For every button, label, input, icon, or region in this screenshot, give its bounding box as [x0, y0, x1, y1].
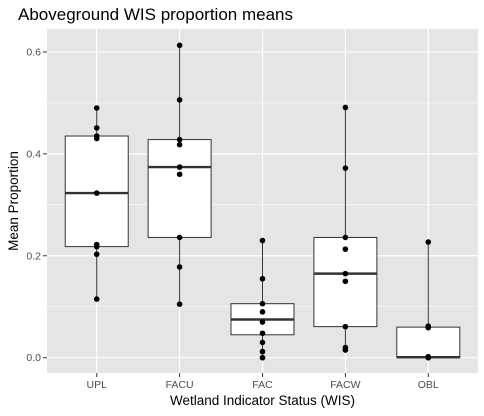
data-point — [259, 348, 266, 355]
box-iqr — [396, 326, 461, 359]
x-tick-label: OBL — [418, 379, 439, 391]
y-tick-label: 0.4 — [26, 148, 41, 160]
y-axis-ticks: 0.0 0.2 0.4 0.6 — [26, 46, 47, 364]
y-axis-title: Mean Proportion — [6, 151, 21, 251]
data-point — [176, 234, 183, 241]
data-point — [93, 251, 100, 258]
data-point — [259, 319, 266, 325]
data-point — [176, 264, 183, 270]
data-point — [342, 347, 349, 353]
data-point — [259, 339, 266, 346]
box-facu — [147, 45, 212, 305]
data-point — [93, 190, 100, 196]
data-point — [425, 239, 432, 245]
data-point — [93, 105, 100, 111]
data-point — [93, 296, 100, 302]
data-point — [259, 275, 266, 282]
data-point — [425, 324, 432, 331]
data-point — [93, 125, 100, 131]
data-point — [342, 246, 349, 252]
data-point — [176, 97, 183, 103]
data-point — [176, 171, 183, 178]
x-axis-title: Wetland Indicator Status (WIS) — [170, 393, 355, 408]
data-point — [342, 323, 349, 330]
data-point — [176, 42, 183, 49]
box-fac — [230, 240, 295, 358]
chart-title: Aboveground WIS proportion means — [18, 5, 293, 24]
data-point — [176, 141, 183, 148]
data-point — [176, 301, 183, 308]
data-points — [93, 42, 432, 361]
data-point — [342, 165, 349, 171]
box-iqr — [147, 139, 212, 238]
data-point — [259, 237, 266, 244]
x-tick-label: FACW — [330, 379, 360, 391]
data-point — [342, 104, 349, 111]
data-point — [342, 270, 349, 277]
data-point — [259, 300, 266, 307]
x-tick-label: FAC — [252, 379, 273, 391]
data-point — [425, 354, 432, 361]
data-point — [176, 164, 183, 170]
x-tick-label: UPL — [87, 379, 108, 391]
data-point — [93, 135, 100, 142]
x-axis-ticks: UPL FACU FAC FACW OBL — [87, 373, 439, 391]
box-obl — [396, 242, 461, 359]
data-point — [342, 278, 349, 285]
data-point — [259, 309, 266, 315]
data-point — [259, 354, 266, 361]
y-tick-label: 0.6 — [26, 46, 41, 58]
data-point — [176, 136, 183, 143]
y-tick-label: 0.0 — [26, 352, 41, 364]
x-tick-label: FACU — [166, 379, 194, 391]
data-point — [342, 234, 349, 241]
y-tick-label: 0.2 — [26, 250, 41, 262]
data-point — [93, 243, 100, 250]
data-point — [259, 330, 266, 337]
